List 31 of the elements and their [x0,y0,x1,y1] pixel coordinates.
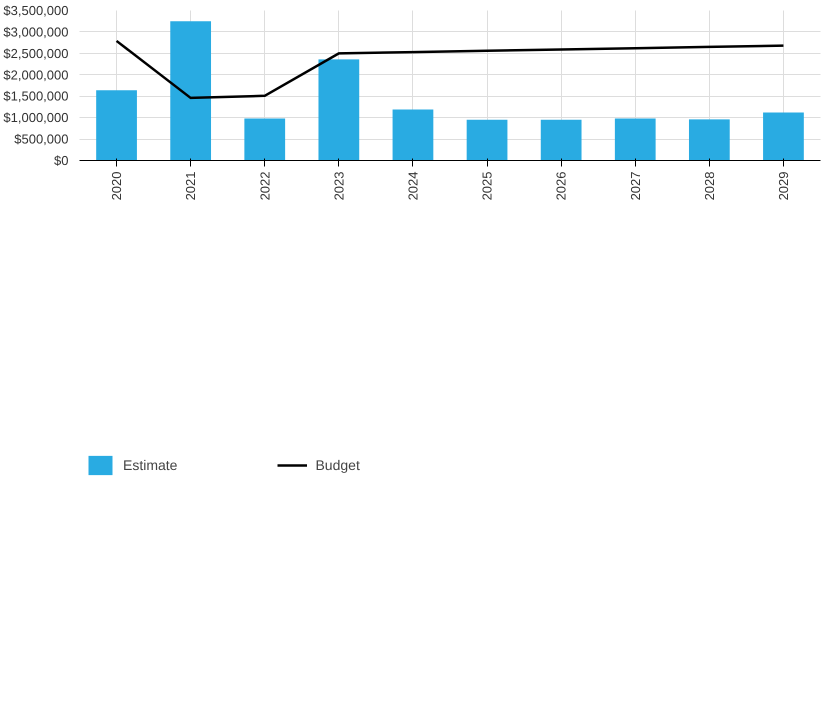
x-tick-label: 2022 [257,172,272,200]
x-tick-label: 2021 [183,172,198,200]
bar [763,112,804,160]
line-series [115,40,785,100]
bar [318,59,360,160]
bar [96,90,137,160]
legend-label: Estimate [123,456,178,475]
x-tick-label: 2028 [702,172,717,200]
x-tick-label: 2025 [480,172,495,200]
x-tick-label: 2027 [628,172,643,200]
bar [466,120,508,160]
bar [170,21,212,160]
y-tick-label: $2,000,000 [3,67,69,82]
bar [614,118,656,160]
y-tick-label: $0 [54,153,69,168]
x-tick-label: 2024 [405,172,420,200]
x-tick-label: 2026 [554,172,569,200]
y-tick-label: $3,000,000 [3,24,69,40]
x-tick-label: 2020 [109,172,124,200]
y-tick-label: $3,500,000 [3,3,69,18]
bar [392,110,434,160]
bar [540,120,582,160]
y-tick-label: $1,500,000 [3,88,69,104]
bar [688,119,730,160]
x-tick-label: 2023 [331,172,346,200]
y-tick-label: $1,000,000 [3,110,69,126]
legend-label: Budget [315,456,360,475]
y-tick-label: $2,500,000 [3,46,69,61]
y-tick-label: $500,000 [14,132,69,147]
x-tick-label: 2029 [776,172,791,200]
bar [244,118,286,160]
